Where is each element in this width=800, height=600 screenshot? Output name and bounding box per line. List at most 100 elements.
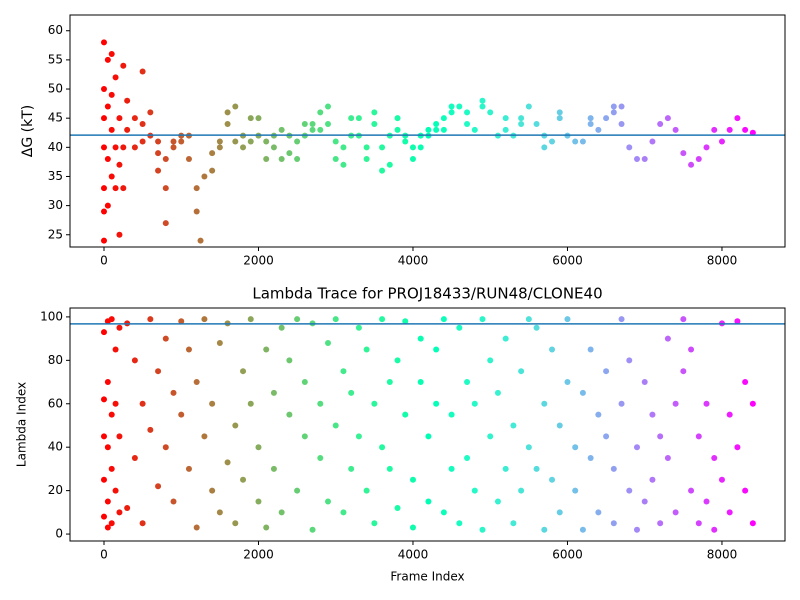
- point: [502, 115, 509, 122]
- point: [139, 520, 146, 527]
- point: [332, 155, 339, 162]
- point: [270, 465, 277, 472]
- point: [695, 155, 702, 162]
- y-tick-label: 40: [48, 140, 63, 154]
- x-tick-label: 0: [100, 548, 108, 562]
- point: [112, 74, 119, 81]
- point: [618, 400, 625, 407]
- point: [626, 487, 633, 494]
- point: [104, 56, 111, 63]
- point: [664, 335, 671, 342]
- point: [518, 487, 525, 494]
- x-tick-label: 6000: [552, 254, 583, 268]
- point: [440, 316, 447, 323]
- point: [610, 109, 617, 116]
- point: [155, 138, 162, 145]
- point: [525, 444, 532, 451]
- point: [116, 115, 123, 122]
- point: [100, 144, 107, 151]
- point: [100, 86, 107, 93]
- point: [325, 121, 332, 128]
- point: [402, 318, 409, 325]
- point: [610, 465, 617, 472]
- point: [355, 115, 362, 122]
- point: [494, 389, 501, 396]
- point: [479, 526, 486, 533]
- point: [286, 357, 293, 364]
- point: [363, 155, 370, 162]
- point: [618, 316, 625, 323]
- point: [240, 476, 247, 483]
- point: [124, 126, 131, 133]
- point: [371, 520, 378, 527]
- point: [178, 411, 185, 418]
- point: [232, 103, 239, 110]
- point: [371, 400, 378, 407]
- y-tick-label: 25: [48, 227, 63, 241]
- point: [749, 129, 756, 136]
- x-axis-label: Frame Index: [390, 570, 464, 584]
- point: [120, 185, 127, 192]
- point: [340, 144, 347, 151]
- point: [270, 389, 277, 396]
- x-tick-label: 4000: [398, 548, 429, 562]
- point: [100, 433, 107, 440]
- point: [278, 324, 285, 331]
- y-tick-label: 100: [40, 309, 63, 323]
- point: [726, 509, 733, 516]
- point: [363, 487, 370, 494]
- point: [680, 368, 687, 375]
- point: [104, 155, 111, 162]
- point: [456, 103, 463, 110]
- point: [440, 509, 447, 516]
- x-tick-label: 6000: [552, 548, 583, 562]
- point: [726, 411, 733, 418]
- point: [116, 509, 123, 516]
- point: [703, 498, 710, 505]
- point: [278, 126, 285, 133]
- point: [402, 411, 409, 418]
- point: [108, 520, 115, 527]
- point: [657, 121, 664, 128]
- point: [255, 444, 262, 451]
- point: [294, 316, 301, 323]
- point: [209, 167, 216, 174]
- point: [247, 115, 254, 122]
- point: [263, 346, 270, 353]
- point: [317, 400, 324, 407]
- point: [409, 524, 416, 531]
- point: [579, 526, 586, 533]
- point: [120, 144, 127, 151]
- point: [487, 433, 494, 440]
- point: [672, 126, 679, 133]
- point: [649, 411, 656, 418]
- point: [170, 138, 177, 145]
- point: [193, 185, 200, 192]
- point: [108, 126, 115, 133]
- point: [294, 487, 301, 494]
- point: [695, 433, 702, 440]
- point: [409, 476, 416, 483]
- point: [193, 379, 200, 386]
- point: [471, 126, 478, 133]
- point: [209, 400, 216, 407]
- point: [309, 526, 316, 533]
- point: [425, 433, 432, 440]
- point: [556, 109, 563, 116]
- point: [232, 422, 239, 429]
- point: [317, 455, 324, 462]
- point: [718, 138, 725, 145]
- point: [718, 476, 725, 483]
- point: [116, 433, 123, 440]
- point: [541, 400, 548, 407]
- point: [325, 339, 332, 346]
- point: [317, 126, 324, 133]
- point: [216, 509, 223, 516]
- point: [672, 509, 679, 516]
- point: [518, 121, 525, 128]
- y-tick-label: 80: [48, 353, 63, 367]
- point: [549, 346, 556, 353]
- y-tick-label: 40: [48, 440, 63, 454]
- y-tick-label: 35: [48, 169, 63, 183]
